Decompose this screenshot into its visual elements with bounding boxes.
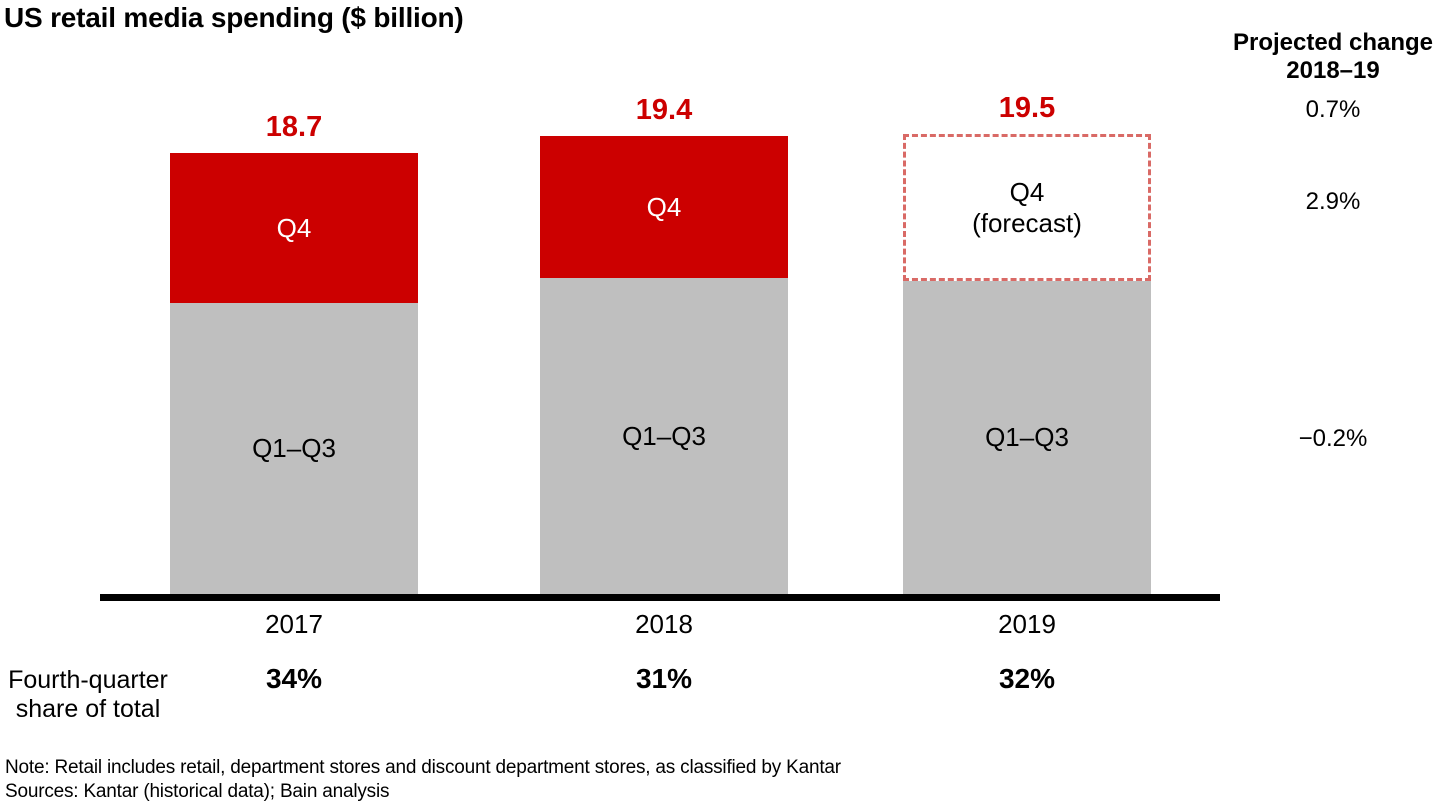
bar-2017-q4-label: Q4 [276, 212, 312, 243]
bar-2018-q4-segment: Q4 [540, 136, 788, 278]
bar-2018-q1q3-segment: Q1–Q3 [540, 278, 788, 594]
projected-change-q1q3: −0.2% [1298, 425, 1368, 452]
projected-change-header-line1: Projected change [1232, 29, 1434, 56]
projected-change-header: Projected change 2018–19 [1226, 29, 1440, 85]
bar-2017: 18.7 Q4 Q1–Q3 [170, 111, 418, 594]
chart-title: US retail media spending ($ billion) [4, 2, 464, 33]
year-label-2018: 2018 [635, 609, 693, 639]
note-line: Note: Retail includes retail, department… [5, 757, 841, 778]
bar-2019-q4-forecast-segment: Q4 (forecast) [903, 134, 1151, 281]
projected-change-q4: 2.9% [1305, 188, 1361, 215]
bar-2018-q4-label: Q4 [646, 191, 682, 222]
bar-2019-q4-label: Q4 [1009, 176, 1045, 207]
bar-2019-q1q3-segment: Q1–Q3 [903, 281, 1151, 594]
projected-change-header-line2: 2018–19 [1286, 57, 1380, 84]
share-caption-line2: share of total [15, 695, 161, 723]
bar-2018: 19.4 Q4 Q1–Q3 [540, 94, 788, 594]
bar-2019: 19.5 Q4 (forecast) Q1–Q3 [903, 92, 1151, 594]
bar-2018-total-label: 19.4 [635, 94, 693, 126]
fourth-quarter-share-caption: Fourth-quarter share of total [0, 666, 176, 724]
share-value-2017: 34% [265, 663, 323, 694]
year-label-2019: 2019 [998, 609, 1056, 639]
bar-2019-q1q3-label: Q1–Q3 [985, 422, 1069, 452]
share-value-2019: 32% [998, 663, 1056, 694]
bar-2017-q1q3-segment: Q1–Q3 [170, 303, 418, 594]
bar-2018-q1q3-label: Q1–Q3 [622, 420, 706, 451]
year-label-2017: 2017 [265, 609, 323, 639]
bar-2019-q4-forecast-label: (forecast) [972, 207, 1082, 238]
footnotes: Note: Retail includes retail, department… [5, 756, 841, 804]
bar-2019-total-label: 19.5 [998, 92, 1056, 124]
share-caption-line1: Fourth-quarter [8, 666, 168, 694]
share-value-2018: 31% [635, 663, 693, 694]
bar-2017-q1q3-label: Q1–Q3 [252, 433, 336, 463]
bar-2017-q4-segment: Q4 [170, 153, 418, 303]
sources-line: Sources: Kantar (historical data); Bain … [5, 781, 390, 802]
projected-change-column: Projected change 2018–19 0.7% 2.9% −0.2% [1226, 0, 1440, 500]
bar-2017-total-label: 18.7 [265, 111, 323, 143]
projected-change-total: 0.7% [1305, 96, 1361, 123]
x-axis-baseline [100, 594, 1220, 601]
